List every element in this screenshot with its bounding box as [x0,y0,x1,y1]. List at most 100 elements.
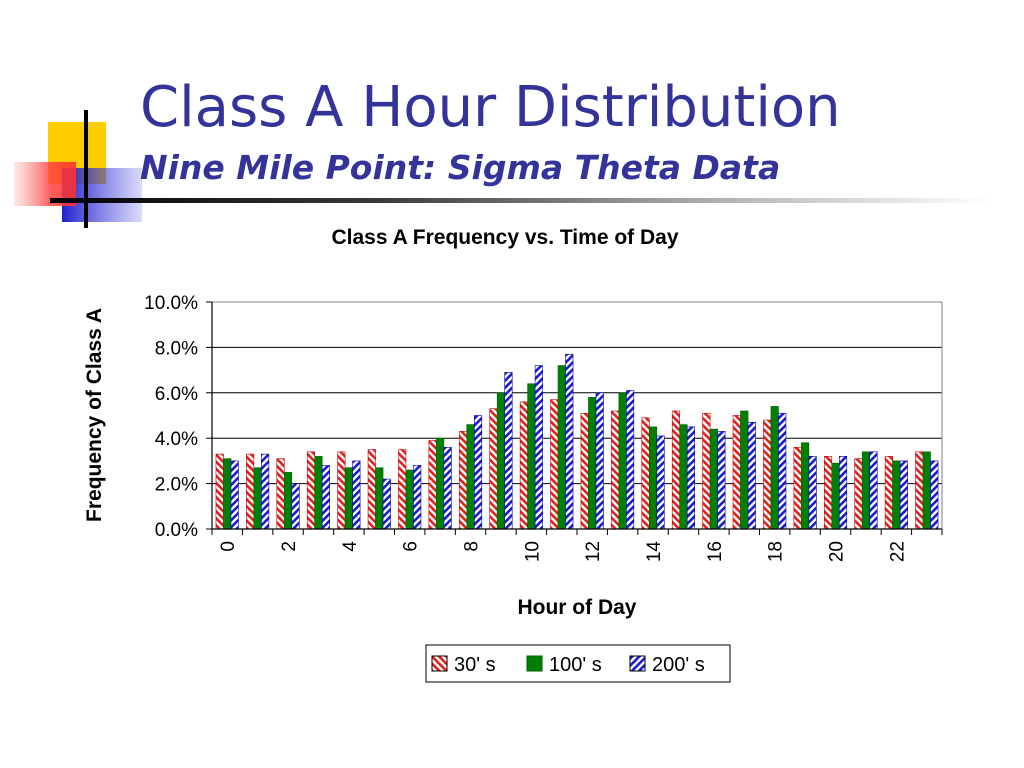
bar-30s-hour-0 [215,453,224,530]
bar-200s-hour-13 [626,390,635,530]
x-tick-label: 10 [522,541,543,562]
bar-100s-hour-2 [283,471,293,530]
legend-swatch [526,655,543,672]
bar-100s-hour-9 [496,392,506,530]
bar-200s-hour-19 [808,456,817,530]
bar-100s-hour-7 [436,437,445,530]
bar-200s-hour-16 [717,431,726,530]
title-underline [50,198,990,203]
bar-30s-hour-3 [306,451,316,530]
x-tick-label: 4 [340,541,361,552]
bar-200s-hour-5 [382,478,391,530]
bar-30s-hour-12 [580,412,589,530]
bar-200s-hour-0 [230,460,239,530]
bar-30s-hour-19 [793,446,802,530]
bar-30s-hour-18 [763,419,772,530]
bar-200s-hour-9 [504,372,513,530]
bar-100s-hour-18 [770,406,779,530]
bar-100s-hour-21 [861,451,871,530]
x-axis-label: Hour of Day [517,596,636,619]
bar-200s-hour-21 [869,451,878,530]
bar-30s-hour-13 [611,410,620,530]
chart-title: Class A Frequency vs. Time of Day [331,226,678,249]
bar-200s-hour-18 [778,412,787,530]
bar-30s-hour-10 [519,401,528,530]
bar-200s-hour-4 [352,460,361,530]
bar-30s-hour-21 [854,458,863,530]
x-tick-label: 6 [401,541,422,552]
corner-decoration [14,110,160,228]
bar-30s-hour-5 [367,449,376,530]
bar-100s-hour-11 [557,365,566,530]
bar-30s-hour-8 [458,431,468,530]
bar-30s-hour-11 [550,399,559,530]
bar-100s-hour-12 [588,397,597,530]
y-tick-label: 10.0% [144,293,198,314]
x-tick-label: 20 [827,541,848,562]
bar-200s-hour-1 [261,453,270,530]
x-tick-labels: 0 2 4 6 8 10 12 14 16 18 20 22 [218,541,908,563]
legend: 30' s 100' s 200' s [425,644,731,683]
bar-200s-hour-20 [838,456,848,530]
bar-100s-hour-4 [344,467,353,530]
legend-label: 30' s [454,654,496,676]
bar-200s-hour-3 [321,465,331,530]
bar-100s-hour-1 [253,467,262,530]
bar-100s-hour-0 [223,458,232,530]
legend-label: 100' s [549,654,602,676]
bar-200s-hour-22 [899,460,908,530]
x-tick-label: 22 [887,541,908,562]
bar-30s-hour-20 [823,456,833,530]
bar-200s-hour-10 [534,365,543,530]
x-tick-label: 0 [218,541,239,552]
bar-200s-hour-7 [443,446,452,530]
bar-30s-hour-9 [489,408,498,530]
bar-30s-hour-22 [884,456,893,530]
bar-100s-hour-20 [831,462,840,530]
bar-200s-hour-23 [930,460,939,530]
bar-100s-hour-15 [679,424,688,530]
vertical-black-bar [84,110,88,228]
x-tick-label: 12 [583,541,604,562]
bar-100s-hour-6 [405,469,414,530]
bar-200s-hour-17 [747,422,756,530]
x-tick-label: 16 [705,541,726,562]
bar-100s-hour-23 [922,451,931,530]
bar-100s-hour-8 [466,424,475,530]
x-tick-label: 14 [644,541,665,563]
bar-30s-hour-2 [276,458,285,530]
bar-100s-hour-17 [740,410,749,530]
bar-30s-hour-16 [702,412,711,530]
bar-100s-hour-3 [314,456,323,530]
y-tick-label: 2.0% [155,475,198,496]
legend-swatch [431,655,448,672]
bar-100s-hour-13 [618,392,627,530]
bar-30s-hour-17 [732,415,741,530]
bar-100s-hour-5 [375,467,384,530]
y-tick-label: 4.0% [155,429,198,450]
x-tick-label: 8 [462,541,483,552]
bar-200s-hour-2 [291,483,300,530]
slide-subtitle: Nine Mile Point: Sigma Theta Data [140,148,781,187]
bar-30s-hour-15 [671,410,681,530]
legend-swatch [629,655,646,672]
bar-100s-hour-19 [801,442,810,530]
axes [206,301,943,535]
legend-label: 200' s [652,654,705,676]
bar-100s-hour-14 [648,426,658,530]
bar-200s-hour-14 [656,435,665,530]
bar-200s-hour-8 [473,415,483,530]
y-tick-labels: 0.0% 2.0% 4.0% 6.0% 8.0% 10.0% [144,293,198,541]
y-tick-label: 6.0% [155,384,198,405]
bar-30s-hour-23 [915,451,924,530]
x-tick-label: 2 [279,541,300,552]
y-axis-label: Frequency of Class A [83,308,106,522]
bar-200s-hour-6 [413,465,422,530]
bar-200s-hour-15 [686,426,696,530]
bar-100s-hour-22 [892,460,901,530]
bar-100s-hour-16 [709,428,718,530]
slide-title: Class A Hour Distribution [140,75,841,140]
y-tick-label: 8.0% [155,338,198,359]
bar-200s-hour-11 [565,353,574,530]
